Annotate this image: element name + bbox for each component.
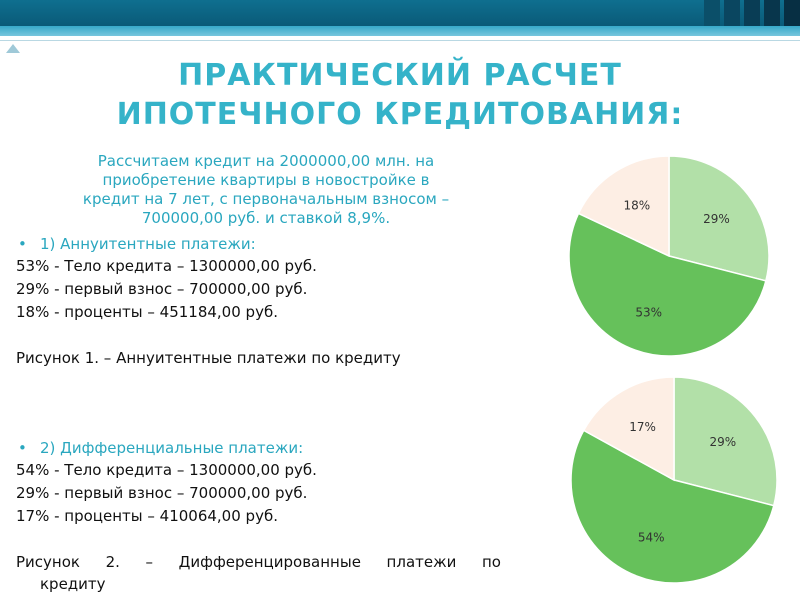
top-decor-band bbox=[0, 0, 800, 26]
bullet-icon: • bbox=[18, 439, 27, 457]
figure-1-caption: Рисунок 1. – Аннуитентные платежи по кре… bbox=[16, 349, 401, 367]
pie-chart-differential: 29% 54% 17% bbox=[570, 376, 778, 584]
title-line-1: ПРАКТИЧЕСКИЙ РАСЧЕТ bbox=[178, 58, 622, 93]
differential-heading: • 2) Дифференциальные платежи: bbox=[16, 437, 516, 459]
annuity-item-2: 29% - первый взнос – 700000,00 руб. bbox=[16, 280, 308, 298]
top-decor-stripe bbox=[0, 26, 800, 36]
differential-item-1: 54% - Тело кредита – 1300000,00 руб. bbox=[16, 461, 317, 479]
pie1-slice-1-label: 29% bbox=[703, 212, 730, 226]
intro-line-3: кредит на 7 лет, с первоначальным взносо… bbox=[82, 190, 450, 208]
top-decor-blocks bbox=[700, 0, 800, 26]
annuity-item-1: 53% - Тело кредита – 1300000,00 руб. bbox=[16, 257, 317, 275]
text-column: Рассчитаем кредит на 2000000,00 млн. на … bbox=[16, 152, 516, 595]
pie2-slice-3-label: 17% bbox=[629, 420, 656, 434]
pie1-slice-3-label: 18% bbox=[624, 198, 651, 212]
pie2-slice-2-label: 54% bbox=[638, 530, 665, 544]
pie2-slice-1 bbox=[673, 376, 778, 507]
title-line-2: ИПОТЕЧНОГО КРЕДИТОВАНИЯ: bbox=[116, 97, 684, 132]
differential-item-2: 29% - первый взнос – 700000,00 руб. bbox=[16, 484, 308, 502]
annuity-heading-text: 1) Аннуитентные платежи: bbox=[40, 235, 256, 253]
slide-title: ПРАКТИЧЕСКИЙ РАСЧЕТ ИПОТЕЧНОГО КРЕДИТОВА… bbox=[0, 56, 800, 134]
figure-2-caption: Рисунок 2. – Дифференцированные платежи … bbox=[16, 553, 501, 571]
intro-line-2: приобретение квартиры в новостройке в bbox=[102, 171, 430, 189]
annuity-heading: • 1) Аннуитентные платежи: bbox=[16, 233, 516, 255]
intro-paragraph: Рассчитаем кредит на 2000000,00 млн. на … bbox=[36, 152, 496, 228]
pie-chart-annuity: 29% 53% 18% bbox=[568, 155, 770, 357]
differential-item-3: 17% - проценты – 410064,00 руб. bbox=[16, 507, 278, 525]
pie1-slice-2 bbox=[568, 212, 767, 357]
bullet-icon: • bbox=[18, 235, 27, 253]
annuity-item-3: 18% - проценты – 451184,00 руб. bbox=[16, 303, 278, 321]
pie2-slice-2 bbox=[570, 429, 775, 584]
triangle-marker-icon bbox=[6, 44, 20, 53]
pie1-slice-2-label: 53% bbox=[635, 305, 662, 319]
figure-2-caption-cont: кредиту bbox=[40, 575, 106, 593]
pie1-slice-1 bbox=[668, 155, 770, 282]
pie1-slice-3 bbox=[577, 155, 670, 258]
frame-line bbox=[0, 40, 800, 41]
pie2-slice-3 bbox=[582, 376, 675, 482]
differential-heading-text: 2) Дифференциальные платежи: bbox=[40, 439, 304, 457]
intro-line-1: Рассчитаем кредит на 2000000,00 млн. на bbox=[97, 152, 435, 170]
intro-line-4: 700000,00 руб. и ставкой 8,9%. bbox=[141, 209, 391, 227]
pie2-slice-1-label: 29% bbox=[709, 435, 736, 449]
